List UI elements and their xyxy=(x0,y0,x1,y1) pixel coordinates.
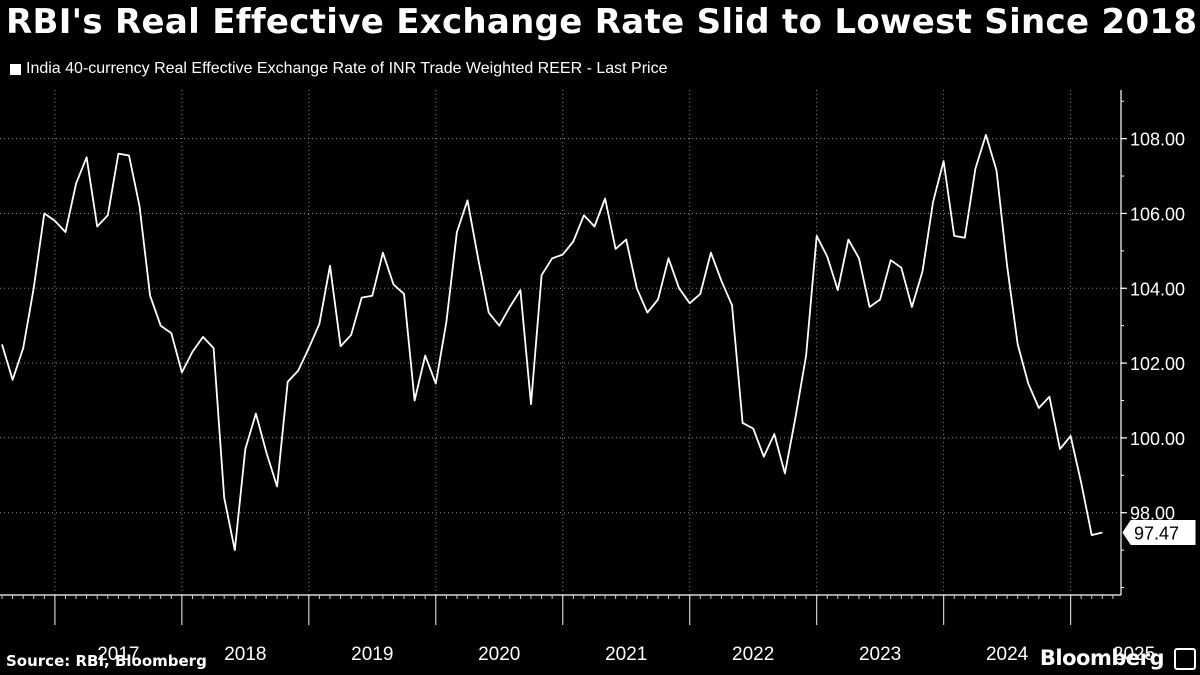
legend: India 40-currency Real Effective Exchang… xyxy=(10,60,668,78)
chart-title: RBI's Real Effective Exchange Rate Slid … xyxy=(6,2,1198,42)
bloomberg-mark-icon xyxy=(1174,648,1196,670)
last-value-group: 97.47 xyxy=(1122,520,1196,546)
y-tick-label: 98.00 xyxy=(1130,504,1175,524)
series-line xyxy=(1,133,1103,551)
gridlines xyxy=(0,90,1121,595)
last-value-label: 97.47 xyxy=(1134,524,1179,544)
x-tick-label: 2017 xyxy=(97,644,139,665)
x-tick-label: 2019 xyxy=(351,644,393,665)
last-value-badge xyxy=(1122,520,1196,546)
x-tick-label: 2020 xyxy=(478,644,520,665)
legend-swatch xyxy=(10,63,21,75)
x-tick-label: 2022 xyxy=(732,644,774,665)
x-tick-label: 2023 xyxy=(859,644,901,665)
series-group xyxy=(1,133,1103,551)
y-tick-label: 106.00 xyxy=(1130,204,1185,224)
x-axis: 2017 2018 2019 2020 2021 2022 2023 2024 2025 xyxy=(0,594,1155,665)
bloomberg-logo: Bloomberg xyxy=(1039,646,1165,670)
x-tick-label: 2024 xyxy=(986,644,1029,665)
y-tick-label: 100.00 xyxy=(1130,429,1185,449)
y-tick-label: 104.00 xyxy=(1130,279,1185,299)
legend-label: India 40-currency Real Effective Exchang… xyxy=(26,60,668,77)
y-tick-label: 102.00 xyxy=(1130,354,1185,374)
x-tick-label: 2021 xyxy=(605,644,647,665)
x-tick-label: 2018 xyxy=(224,644,266,665)
source-note: Source: RBI, Bloomberg xyxy=(6,652,207,670)
y-tick-label: 108.00 xyxy=(1130,130,1185,150)
y-axis: 108.00 106.00 104.00 102.00 100.00 98.00 xyxy=(1120,90,1185,595)
x-tick-label: 2025 xyxy=(1113,644,1155,665)
